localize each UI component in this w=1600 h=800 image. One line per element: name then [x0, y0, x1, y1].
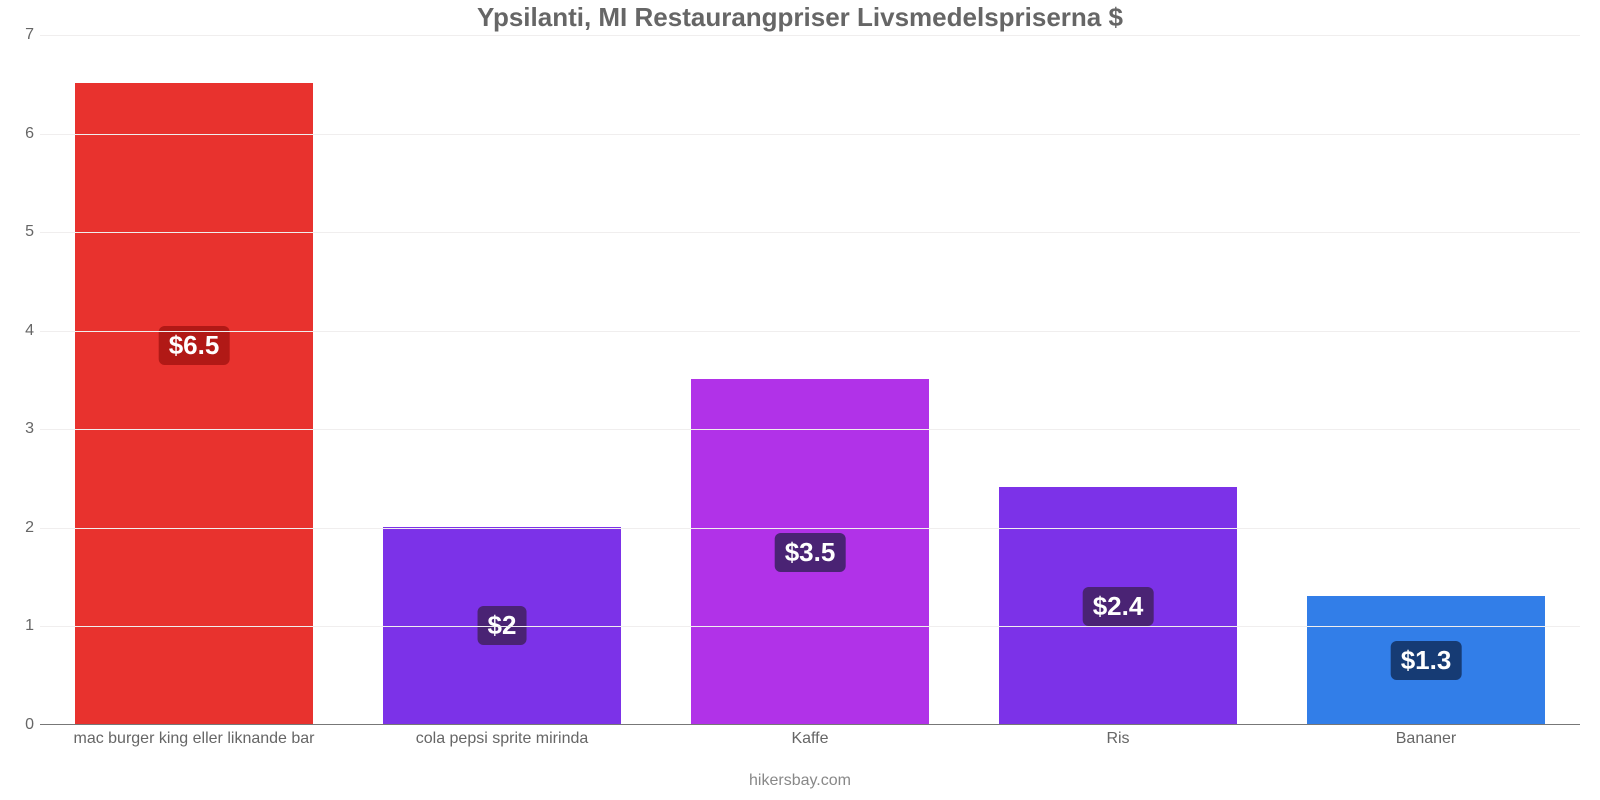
- y-tick-label: 2: [10, 519, 34, 537]
- bar-slot: $2.4: [964, 35, 1272, 725]
- grid-line: [40, 134, 1580, 135]
- grid-line: [40, 429, 1580, 430]
- y-tick-label: 1: [10, 617, 34, 635]
- y-tick-label: 4: [10, 322, 34, 340]
- bar-value-label: $2.4: [1083, 587, 1154, 626]
- x-tick-label: Bananer: [1272, 730, 1580, 748]
- chart-title: Ypsilanti, MI Restaurangpriser Livsmedel…: [0, 2, 1600, 33]
- bars-container: $6.5$2 $3.5 $2.4 $1.3: [40, 35, 1580, 725]
- grid-line: [40, 35, 1580, 36]
- bar: [75, 83, 312, 724]
- price-bar-chart: Ypsilanti, MI Restaurangpriser Livsmedel…: [0, 0, 1600, 800]
- bar-slot: $3.5: [656, 35, 964, 725]
- bar-value-label: $1.3: [1391, 641, 1462, 680]
- grid-line: [40, 626, 1580, 627]
- grid-line: [40, 528, 1580, 529]
- bar-slot: $1.3: [1272, 35, 1580, 725]
- x-tick-label: Kaffe: [656, 730, 964, 748]
- x-tick-label: Ris: [964, 730, 1272, 748]
- chart-credit: hikersbay.com: [0, 772, 1600, 790]
- y-tick-label: 7: [10, 26, 34, 44]
- x-axis-labels: mac burger king eller liknande barcola p…: [40, 730, 1580, 748]
- grid-line: [40, 331, 1580, 332]
- plot-area: $6.5$2$3.5$2.4$1.3 01234567: [40, 35, 1580, 725]
- x-axis-line: [40, 724, 1580, 725]
- y-tick-label: 3: [10, 420, 34, 438]
- y-tick-label: 6: [10, 125, 34, 143]
- bar-slot: $6.5: [40, 35, 348, 725]
- grid-line: [40, 232, 1580, 233]
- bar-value-label: $3.5: [775, 533, 846, 572]
- bar-slot: $2: [348, 35, 656, 725]
- x-tick-label: cola pepsi sprite mirinda: [348, 730, 656, 748]
- y-tick-label: 5: [10, 223, 34, 241]
- y-tick-label: 0: [10, 716, 34, 734]
- x-tick-label: mac burger king eller liknande bar: [40, 730, 348, 748]
